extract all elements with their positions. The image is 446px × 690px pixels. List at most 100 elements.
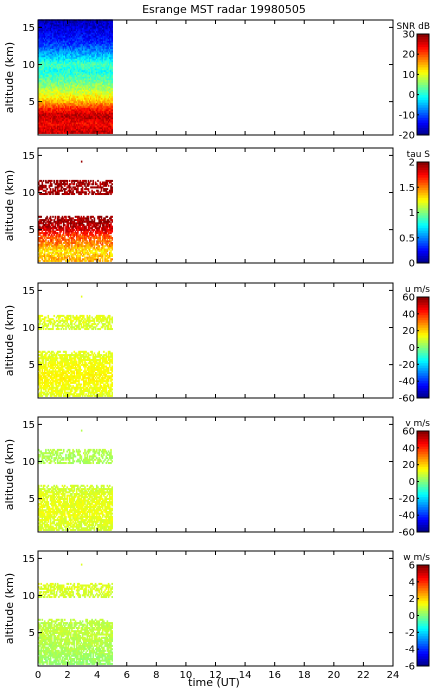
data-cell: [100, 32, 103, 35]
data-cell: [72, 35, 74, 38]
data-cell: [85, 48, 87, 51]
data-cell: [107, 79, 110, 82]
data-cell: [97, 38, 99, 41]
data-cell: [60, 104, 63, 107]
data-cell: [45, 45, 47, 48]
data-cell: [39, 109, 41, 112]
data-cell: [99, 79, 102, 82]
data-cell: [99, 92, 102, 95]
data-cell: [55, 53, 58, 56]
data-cell: [87, 32, 90, 35]
data-cell: [54, 130, 57, 133]
data-cell: [62, 82, 65, 85]
data-cell: [94, 102, 97, 105]
data-cell: [60, 61, 63, 64]
data-cell: [53, 78, 55, 81]
data-cell: [83, 87, 85, 90]
data-cell: [72, 87, 74, 90]
data-cell: [93, 25, 96, 28]
data-cell: [81, 113, 84, 116]
data-cell: [77, 47, 79, 50]
data-cell: [45, 30, 47, 33]
data-cell: [60, 107, 63, 110]
data-cell: [43, 37, 46, 40]
data-cell: [106, 115, 109, 118]
data-cell: [86, 130, 89, 133]
data-cell: [47, 128, 50, 131]
data-cell: [86, 56, 89, 59]
data-cell: [46, 56, 48, 59]
data-cell: [94, 105, 97, 108]
data-cell: [77, 24, 79, 27]
data-cell: [84, 131, 86, 134]
data-cell: [39, 127, 41, 130]
data-cell: [54, 86, 57, 89]
data-cell: [99, 82, 102, 85]
data-cell: [106, 99, 109, 102]
data-cell: [52, 128, 54, 131]
data-cell: [39, 92, 41, 95]
data-cell: [38, 123, 40, 126]
data-cell: [61, 120, 64, 123]
data-cell: [38, 38, 40, 41]
data-cell: [98, 66, 100, 69]
data-cell: [72, 79, 74, 82]
data-cell: [99, 89, 102, 92]
data-cell: [104, 60, 106, 63]
data-cell: [77, 94, 79, 97]
data-cell: [110, 107, 112, 110]
data-cell: [74, 81, 77, 84]
data-cell: [39, 120, 41, 123]
data-cell: [97, 69, 99, 72]
data-cell: [105, 58, 108, 61]
data-cell: [58, 107, 60, 110]
data-cell: [61, 43, 64, 46]
data-cell: [104, 123, 106, 126]
data-cell: [45, 51, 47, 54]
data-cell: [73, 51, 76, 54]
data-cell: [47, 68, 50, 71]
data-cell: [75, 91, 78, 94]
data-cell: [41, 60, 44, 63]
data-cell: [71, 102, 73, 105]
data-cell: [81, 48, 84, 51]
data-cell: [58, 78, 60, 81]
data-cell: [68, 71, 71, 74]
data-cell: [42, 43, 45, 46]
data-cell: [92, 84, 94, 87]
data-cell: [80, 42, 83, 45]
data-cell: [43, 100, 46, 103]
data-cell: [48, 96, 51, 99]
data-cell: [52, 69, 54, 72]
data-cell: [61, 55, 64, 58]
data-cell: [74, 118, 77, 121]
data-cell: [52, 89, 54, 92]
data-cell: [55, 91, 58, 94]
data-cell: [84, 125, 86, 128]
data-cell: [73, 29, 76, 32]
data-cell: [109, 37, 111, 40]
data-cell: [92, 87, 94, 90]
data-cell: [70, 79, 72, 82]
data-cell: [70, 68, 72, 71]
data-cell: [81, 117, 84, 120]
data-cell: [60, 79, 63, 82]
data-cell: [81, 104, 84, 107]
data-cell: [73, 65, 76, 68]
data-cell: [40, 99, 42, 102]
data-cell: [96, 50, 98, 53]
data-cell: [105, 53, 108, 56]
data-cell: [59, 79, 61, 82]
data-cell: [67, 130, 70, 133]
data-cell: [65, 76, 67, 79]
data-cell: [106, 86, 109, 89]
data-cell: [107, 91, 110, 94]
data-cell: [94, 125, 97, 128]
data-cell: [38, 37, 40, 40]
data-cell: [99, 63, 102, 66]
data-cell: [58, 82, 60, 85]
data-cell: [81, 123, 84, 126]
data-cell: [58, 48, 60, 51]
data-cell: [48, 100, 51, 103]
data-cell: [68, 35, 71, 38]
